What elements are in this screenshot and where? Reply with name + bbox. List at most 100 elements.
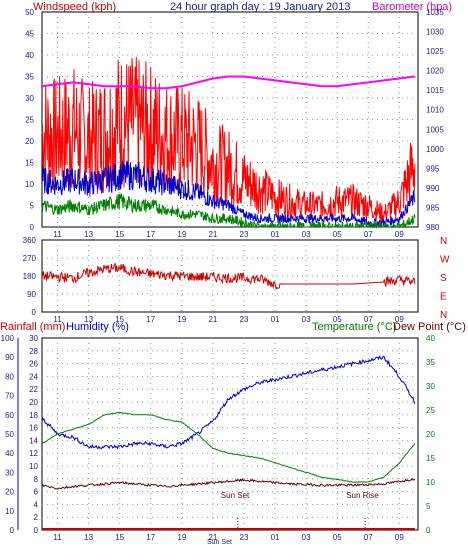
- direction-x-tick-label: 23: [240, 315, 249, 324]
- direction-x-tick-label: 03: [302, 315, 311, 324]
- rainfall-label: Rainfall (mm): [0, 321, 65, 333]
- wind-x-tick-label: 15: [115, 230, 124, 239]
- barometer-y-tick-label: 1000: [426, 145, 444, 154]
- sunset-label: Sun Set: [221, 491, 250, 500]
- direction-compass-label: W: [440, 255, 450, 266]
- barometer-y-tick-label: 980: [426, 223, 440, 232]
- wind-x-tick-label: 13: [84, 230, 93, 239]
- barometer-line: [41, 75, 416, 90]
- direction-compass-label: S: [440, 273, 447, 284]
- rainfall-y-tick-label: 16: [29, 424, 38, 433]
- wind-y-tick-label: 40: [25, 51, 34, 60]
- temperature-y-tick-label: 30: [426, 382, 435, 391]
- wind-x-tick-label: 21: [208, 230, 217, 239]
- temperature-y-tick-label: 5: [426, 502, 431, 511]
- temperature-line: [41, 411, 416, 483]
- humidity-y-tick-label: 70: [5, 392, 14, 401]
- rainfall-y-tick-label: 6: [34, 488, 39, 497]
- wind-x-tick-label: 17: [146, 230, 155, 239]
- rainfall-y-tick-label: 24: [29, 372, 38, 381]
- temperature-x-tick-label: 09: [395, 533, 404, 542]
- rainfall-y-tick-label: 4: [34, 500, 39, 509]
- wind-x-tick-label: 23: [240, 230, 249, 239]
- rainfall-y-tick-label: 2: [34, 513, 39, 522]
- temperature-x-tick-label: 07: [364, 533, 373, 542]
- direction-x-tick-label: 01: [271, 315, 280, 324]
- sunrise-label: Sun Rise: [346, 491, 379, 500]
- humidity-y-tick-label: 40: [5, 449, 14, 458]
- direction-y-tick-label: 180: [23, 272, 37, 281]
- chart-title: 24 hour graph day : 19 January 2013: [170, 1, 350, 13]
- wind-average-line: [41, 160, 416, 229]
- barometer-label: Barometer (hpa): [372, 1, 452, 13]
- direction-x-tick-label: 15: [115, 315, 124, 324]
- humidity-y-tick-label: 10: [5, 507, 14, 516]
- temperature-y-tick-label: 0: [426, 526, 431, 535]
- wind-x-tick-label: 05: [333, 230, 342, 239]
- direction-x-tick-label: 11: [53, 315, 62, 324]
- humidity-y-tick-label: 80: [5, 372, 14, 381]
- direction-y-tick-label: 270: [23, 254, 37, 263]
- humidity-line: [41, 355, 416, 450]
- rainfall-y-tick-label: 14: [29, 436, 38, 445]
- direction-x-tick-label: 17: [146, 315, 155, 324]
- wind-y-tick-label: 45: [25, 30, 34, 39]
- rainfall-y-tick-label: 0: [34, 526, 39, 535]
- wind-gust-line: [41, 56, 416, 223]
- temperature-label: Temperature (°C): [312, 321, 396, 333]
- humidity-y-tick-label: 60: [5, 411, 14, 420]
- temperature-x-tick-label: 19: [177, 533, 186, 542]
- humidity-label: Humidity (%): [66, 321, 129, 333]
- temperature-x-tick-label: 13: [84, 533, 93, 542]
- barometer-y-tick-label: 985: [426, 203, 440, 212]
- wind-y-tick-label: 20: [25, 137, 34, 146]
- barometer-y-tick-label: 1020: [426, 67, 444, 76]
- humidity-y-tick-label: 0: [10, 526, 15, 535]
- wind-x-tick-label: 09: [395, 230, 404, 239]
- barometer-y-tick-label: 1035: [426, 8, 444, 17]
- temperature-x-tick-label: 17: [146, 533, 155, 542]
- direction-x-tick-label: 07: [364, 315, 373, 324]
- temperature-x-tick-label: 15: [115, 533, 124, 542]
- humidity-y-tick-label: 30: [5, 468, 14, 477]
- temperature-x-tick-label: 21: [208, 533, 217, 542]
- temperature-x-tick-label: 05: [333, 533, 342, 542]
- wind-x-tick-label: 07: [364, 230, 373, 239]
- rainfall-y-tick-label: 20: [29, 398, 38, 407]
- wind-x-tick-label: 03: [302, 230, 311, 239]
- direction-panel-frame: [41, 239, 419, 313]
- direction-x-tick-label: 19: [177, 315, 186, 324]
- rainfall-y-tick-label: 12: [29, 449, 38, 458]
- direction-y-tick-label: 0: [32, 308, 37, 317]
- temperature-x-tick-label: 03: [302, 533, 311, 542]
- temperature-y-tick-label: 35: [426, 358, 435, 367]
- wind-y-tick-label: 0: [30, 223, 35, 232]
- rainfall-y-tick-label: 8: [34, 475, 39, 484]
- humidity-y-tick-label: 90: [5, 353, 14, 362]
- temperature-x-tick-label: 11: [53, 533, 62, 542]
- wind-x-tick-label: 01: [271, 230, 280, 239]
- direction-x-tick-label: 21: [208, 315, 217, 324]
- rainfall-y-tick-label: 26: [29, 360, 38, 369]
- temperature-y-tick-label: 20: [426, 430, 435, 439]
- barometer-y-tick-label: 995: [426, 164, 440, 173]
- wind-low-line: [41, 193, 416, 229]
- temperature-x-tick-label: 01: [271, 533, 280, 542]
- wind-y-tick-label: 10: [25, 180, 34, 189]
- direction-compass-label: E: [440, 292, 447, 303]
- rainfall-y-tick-label: 22: [29, 385, 38, 394]
- temperature-y-tick-label: 40: [426, 334, 435, 343]
- wind-y-tick-label: 5: [30, 202, 35, 211]
- rainfall-y-tick-label: 18: [29, 411, 38, 420]
- wind-y-tick-label: 50: [25, 8, 34, 17]
- wind-y-tick-label: 15: [25, 159, 34, 168]
- direction-y-tick-label: 360: [23, 236, 37, 245]
- direction-compass-label: N: [440, 236, 447, 247]
- direction-y-tick-label: 90: [27, 290, 36, 299]
- barometer-y-tick-label: 1030: [426, 28, 444, 37]
- temperature-y-tick-label: 25: [426, 406, 435, 415]
- barometer-y-tick-label: 1010: [426, 106, 444, 115]
- wind-x-tick-label: 11: [53, 230, 62, 239]
- humidity-y-tick-label: 100: [1, 334, 15, 343]
